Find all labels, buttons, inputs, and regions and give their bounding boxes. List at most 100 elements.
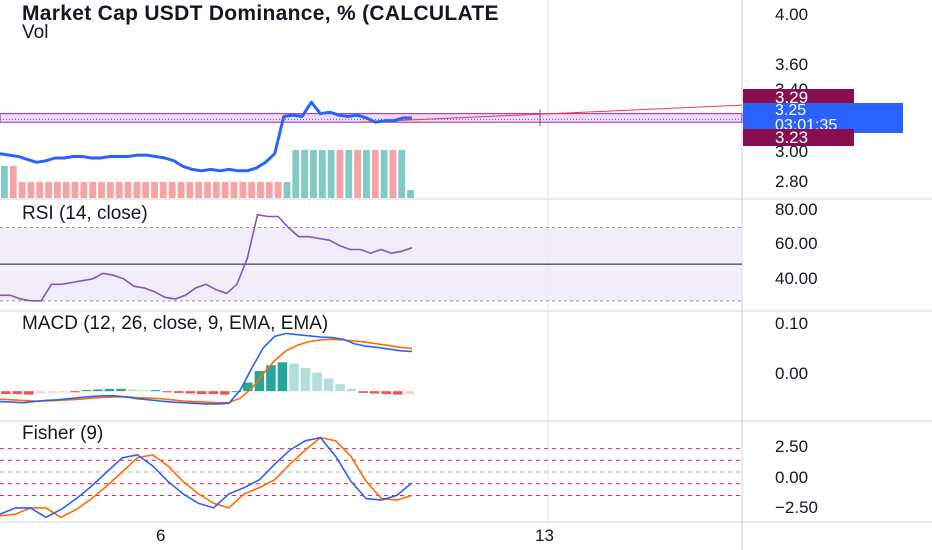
fisher-title: Fisher (9) [22, 423, 104, 444]
volume-bar [62, 182, 70, 198]
volume-bar [115, 182, 123, 198]
macd-title: MACD (12, 26, close, 9, EMA, EMA) [22, 313, 329, 334]
price-tick: 4.00 [775, 5, 809, 24]
volume-bar [212, 182, 220, 198]
macd-tick: 0.00 [775, 364, 809, 383]
volume-bar [283, 182, 291, 198]
rsi-tick: 40.00 [775, 269, 818, 288]
fisher-tick: 0.00 [775, 468, 809, 487]
volume-bar [345, 150, 353, 198]
macd-histogram-bar [323, 378, 334, 392]
rsi-tick: 80.00 [775, 200, 818, 219]
volume-bar [257, 182, 264, 198]
volume-bar [177, 182, 185, 198]
volume-bar [106, 182, 114, 198]
fisher-tick: −2.50 [775, 498, 819, 517]
volume-bar [407, 190, 414, 198]
macd-histogram-bar [289, 363, 299, 392]
volume-bar [274, 182, 282, 198]
lower-band-badge: 3.23 [743, 129, 854, 146]
volume-bar [239, 182, 247, 198]
volume-bar [292, 150, 300, 198]
volume-bar [265, 182, 273, 198]
macd-histogram-bar [127, 389, 138, 392]
macd-histogram-bar [24, 391, 34, 395]
volume-bar [186, 182, 194, 198]
volume-bar [98, 182, 105, 198]
volume-bar [124, 182, 132, 198]
volume-bar [159, 182, 167, 198]
macd-histogram-bar [1, 391, 11, 395]
macd-histogram-bar [208, 391, 219, 395]
volume-bar [310, 150, 317, 198]
volume-bar [89, 182, 97, 198]
macd-histogram-bar [231, 391, 242, 393]
macd-histogram-bar [12, 391, 23, 395]
price-line [0, 100, 412, 173]
volume-bar [142, 182, 150, 198]
trend-line [359, 104, 743, 123]
volume-bar [71, 182, 79, 198]
volume-bar [195, 182, 203, 198]
macd-line [0, 332, 413, 405]
volume-bar [53, 182, 61, 198]
macd-histogram-bar [277, 362, 288, 392]
volume-bar [27, 182, 35, 198]
volume-bar [45, 182, 52, 198]
volume-bar [18, 182, 26, 198]
volume-bar [221, 182, 229, 198]
volume-bar [133, 182, 141, 198]
macd-histogram-bar [139, 390, 149, 392]
volume-bar [363, 150, 370, 198]
macd-histogram-bar [266, 365, 276, 392]
volume-bar [168, 182, 176, 198]
rsi-line [0, 213, 413, 302]
volume-bar [36, 182, 44, 198]
volume-bar [380, 150, 388, 198]
macd-histogram-bar [70, 391, 80, 393]
macd-histogram-bar [104, 388, 115, 392]
x-tick-label: 6 [156, 526, 166, 545]
price-tick: 3.00 [775, 142, 809, 161]
volume-bar [204, 182, 211, 198]
volume-bar [327, 150, 335, 198]
macd-histogram-bar [93, 389, 103, 392]
volume-bar [151, 182, 158, 198]
macd-histogram-bar [404, 391, 414, 395]
volume-bar [248, 182, 256, 198]
volume-bar [301, 150, 309, 198]
macd-histogram-bar [243, 382, 253, 392]
macd-histogram-bar [369, 391, 380, 394]
macd-histogram-bar [47, 391, 57, 393]
fisher-line [0, 436, 413, 519]
volume-bar [318, 150, 326, 198]
x-tick-label: 13 [535, 526, 554, 545]
macd-histogram-bar [185, 391, 195, 394]
main-title: Market Cap USDT Dominance, % (CALCULATE [22, 2, 499, 25]
rsi-title: RSI (14, close) [22, 203, 148, 224]
fisher-trigger-line [0, 436, 413, 519]
volume-bar [9, 166, 17, 198]
volume-bar [371, 150, 379, 198]
volume-label: Vol [22, 22, 49, 43]
price-tick: 2.80 [775, 172, 809, 191]
fisher-tick: 2.50 [775, 437, 809, 456]
macd-histogram-bar [312, 372, 322, 392]
macd-histogram-bar [220, 391, 230, 395]
macd-histogram-bar [162, 391, 172, 393]
macd-histogram-bar [254, 371, 265, 392]
macd-tick: 0.10 [775, 314, 809, 333]
volume-bar [80, 182, 88, 198]
macd-histogram-bar [35, 391, 46, 394]
volume-bar [398, 150, 406, 198]
upper-band-badge: 3.29 [743, 89, 854, 106]
macd-histogram-bar [381, 391, 391, 395]
macd-histogram-bar [173, 391, 184, 393]
volume-bar [1, 166, 8, 198]
macd-histogram-bar [346, 388, 357, 392]
macd-histogram-bar [116, 388, 126, 392]
volume-bar [336, 150, 344, 198]
volume-bar [354, 150, 362, 198]
